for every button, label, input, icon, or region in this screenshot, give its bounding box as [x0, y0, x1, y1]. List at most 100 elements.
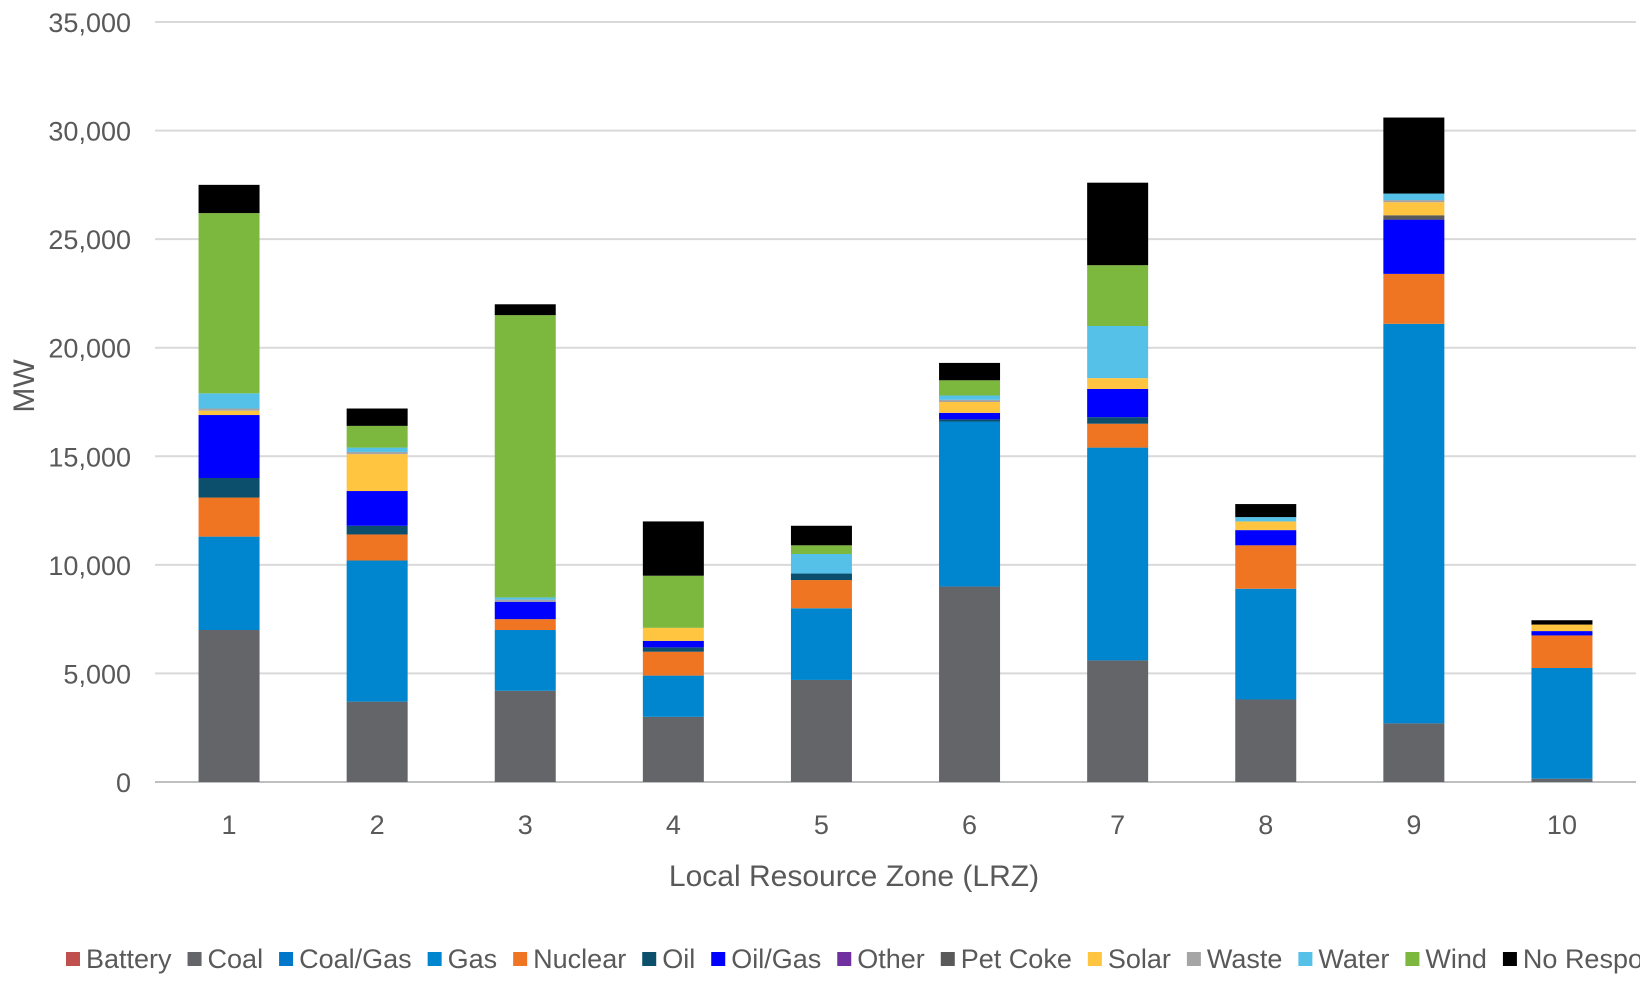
legend-label-coal-gas: Coal/Gas	[299, 944, 412, 974]
x-tick-label: 6	[962, 810, 977, 840]
x-axis: 1 2 3 4 5 6 7 8 9 10	[222, 810, 1577, 840]
bar-segment-pet-coke	[1383, 215, 1445, 220]
bar-segment-gas	[939, 421, 1001, 587]
bar-segment-waste	[939, 399, 1001, 402]
bar-segment-no-response	[346, 408, 408, 426]
legend-label-pet-coke: Pet Coke	[961, 944, 1072, 974]
bar-segment-oil-gas	[1235, 530, 1297, 546]
legend-label-coal: Coal	[208, 944, 264, 974]
bar-segment-no-response	[642, 521, 704, 576]
bar-segment-gas	[1087, 447, 1149, 661]
bar-segment-no-response	[198, 184, 260, 214]
y-tick-label: 10,000	[48, 551, 131, 581]
bar-segment-nuclear	[494, 619, 556, 630]
x-tick-label: 9	[1406, 810, 1421, 840]
bar-segment-coal	[939, 586, 1001, 782]
bar-segment-nuclear	[1087, 423, 1149, 448]
bar-segment-no-response	[494, 304, 556, 316]
y-tick-label: 0	[116, 768, 131, 798]
bar-segment-coal	[494, 690, 556, 782]
legend-swatch-gas	[427, 952, 442, 966]
bar-segment-no-response	[1235, 504, 1297, 518]
x-tick-label: 3	[518, 810, 533, 840]
legend-swatch-wind	[1405, 952, 1420, 966]
bar-segment-gas	[494, 630, 556, 691]
bar-segment-gas	[1235, 588, 1297, 700]
bar-segment-oil	[198, 478, 260, 498]
x-axis-title: Local Resource Zone (LRZ)	[669, 860, 1039, 893]
bar-segment-coal	[1531, 778, 1593, 782]
bar-segment-gas	[790, 608, 852, 680]
bar-segment-gas	[1383, 323, 1445, 724]
bar-segment-wind	[642, 575, 704, 628]
legend-swatch-coal	[187, 952, 202, 966]
bar-segment-wind	[790, 545, 852, 554]
y-tick-label: 5,000	[63, 659, 131, 689]
bar-segment-no-response	[1531, 620, 1593, 625]
bar-segment-solar	[1383, 202, 1445, 216]
bars	[198, 117, 1593, 782]
y-axis-title: MW	[8, 359, 41, 413]
legend-swatch-battery	[66, 952, 80, 966]
bar-segment-coal	[642, 716, 704, 782]
bar-segment-oil-gas	[1087, 388, 1149, 418]
legend-label-other: Other	[857, 944, 925, 974]
bar-segment-oil	[642, 647, 704, 652]
x-tick-label: 8	[1258, 810, 1273, 840]
legend-label-oil: Oil	[662, 944, 695, 974]
bar-segment-water	[939, 395, 1001, 400]
bar-segment-nuclear	[790, 580, 852, 609]
legend-swatch-nuclear	[513, 952, 528, 966]
bar-segment-no-response	[1087, 182, 1149, 266]
bar-segment-nuclear	[1531, 635, 1593, 668]
x-tick-label: 4	[666, 810, 681, 840]
bar-segment-water	[1087, 326, 1149, 379]
bar-segment-wind	[1087, 265, 1149, 326]
legend-label-solar: Solar	[1108, 944, 1171, 974]
y-tick-label: 15,000	[48, 442, 131, 472]
bar-segment-oil-gas	[494, 601, 556, 620]
bar-segment-oil-gas	[1383, 219, 1445, 274]
bar-segment-gas	[1531, 668, 1593, 779]
legend-swatch-coal-gas	[279, 952, 294, 966]
bar-segment-no-response	[939, 362, 1001, 381]
bar-segment-solar	[1235, 521, 1297, 531]
legend: Battery Coal Coal/Gas Gas Nuclear Oil Oil/Gas O…	[66, 944, 1640, 974]
bar-segment-oil-gas	[1531, 631, 1593, 636]
bar-segment-coal	[1235, 699, 1297, 782]
x-tick-label: 2	[370, 810, 385, 840]
legend-label-nuclear: Nuclear	[533, 944, 626, 974]
bar-segment-coal	[1383, 723, 1445, 782]
bar-segment-coal	[1087, 660, 1149, 782]
bar-segment-no-response	[790, 525, 852, 546]
legend-swatch-oil-gas	[711, 952, 726, 966]
bar-segment-coal	[790, 679, 852, 782]
legend-swatch-other	[837, 952, 852, 966]
legend-swatch-water	[1298, 952, 1313, 966]
bar-segment-water	[790, 554, 852, 574]
bar-segment-solar	[939, 402, 1001, 413]
bar-segment-waste	[1383, 200, 1445, 203]
bar-segment-nuclear	[198, 497, 260, 537]
bar-segment-waste	[198, 408, 260, 411]
bar-segment-water	[494, 597, 556, 600]
bar-segment-wind	[494, 315, 556, 598]
y-axis: 0 5,000 10,000 15,000 20,000 25,000 30,000 35,0…	[48, 8, 131, 798]
legend-label-battery: Battery	[86, 944, 172, 974]
bar-segment-solar	[198, 410, 260, 416]
bar-segment-nuclear	[1383, 273, 1445, 324]
bar-segment-wind	[346, 425, 408, 448]
x-tick-label: 5	[814, 810, 829, 840]
bar-segment-gas	[198, 536, 260, 630]
bar-segment-oil	[1087, 417, 1149, 424]
x-tick-label: 1	[222, 810, 237, 840]
bar-segment-nuclear	[346, 534, 408, 561]
legend-label-gas: Gas	[448, 944, 498, 974]
bar-segment-coal	[346, 701, 408, 782]
bar-segment-wind	[939, 380, 1001, 396]
bar-segment-water	[1383, 193, 1445, 201]
bar-segment-water	[198, 393, 260, 409]
y-tick-label: 35,000	[48, 8, 131, 38]
y-tick-label: 20,000	[48, 334, 131, 364]
bar-segment-water	[346, 447, 408, 452]
